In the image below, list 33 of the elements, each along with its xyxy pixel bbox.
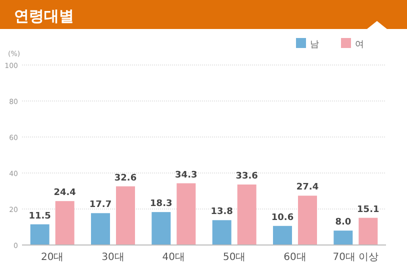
data-label: 13.8 [210, 207, 233, 218]
bar [237, 184, 256, 245]
bar [176, 183, 196, 245]
x-tick-label: 70대 이상 [332, 252, 379, 263]
data-label: 11.5 [28, 211, 51, 222]
data-label: 10.6 [271, 212, 294, 223]
data-label: 34.3 [175, 170, 198, 180]
data-label: 8.0 [335, 218, 352, 228]
bar [334, 230, 353, 245]
x-tick-label: 60대 [284, 252, 306, 263]
data-label: 15.1 [357, 204, 380, 215]
bar [30, 224, 50, 245]
data-label: 32.6 [114, 173, 137, 184]
legend-label: 남 [310, 40, 319, 50]
data-label: 18.3 [150, 199, 172, 210]
bar [298, 196, 317, 245]
chart-title: 연령대별 [14, 7, 74, 25]
bar [116, 186, 135, 245]
legend-label: 여 [355, 40, 364, 50]
x-tick-label: 30대 [102, 252, 124, 263]
data-label: 17.7 [89, 200, 112, 210]
bar [91, 213, 110, 245]
x-tick-label: 50대 [222, 252, 246, 263]
x-tick-label: 40대 [162, 252, 186, 263]
data-label: 24.4 [54, 188, 76, 198]
bar [273, 226, 292, 245]
data-label: 27.4 [296, 182, 319, 193]
bar [212, 220, 232, 245]
x-tick-label: 20대 [40, 252, 64, 263]
bar [152, 212, 171, 245]
data-label: 33.6 [236, 172, 258, 182]
bar [358, 218, 378, 245]
bar [55, 201, 74, 245]
